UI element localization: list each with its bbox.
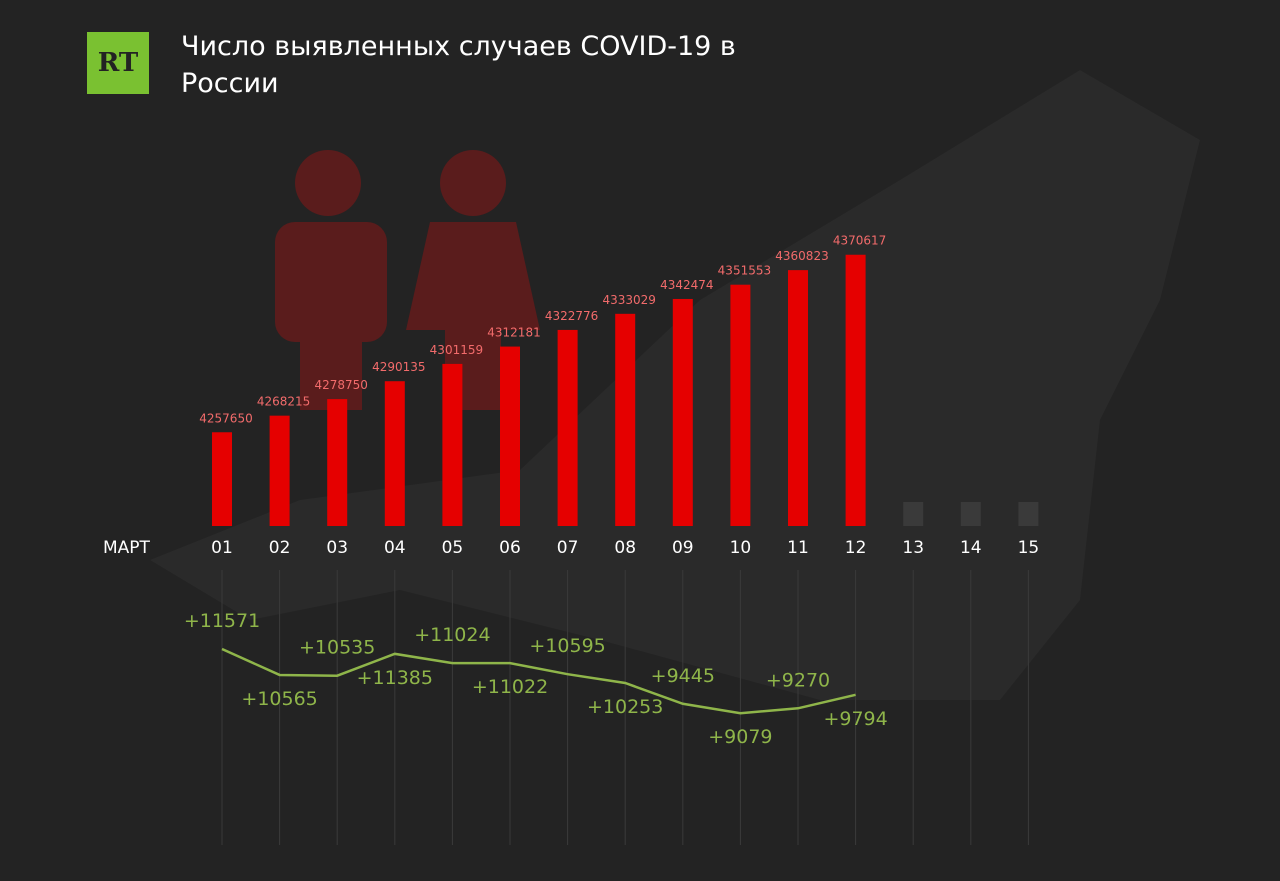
value-label: +10595: [529, 635, 605, 657]
bar: [730, 284, 751, 526]
x-tick-label: 11: [787, 538, 809, 558]
value-label: 4342474: [660, 278, 713, 292]
value-label: 4360823: [775, 249, 828, 263]
bar: [327, 399, 348, 526]
value-label: +11571: [184, 610, 260, 632]
value-label: 4278750: [314, 378, 367, 392]
value-label: 4322776: [545, 309, 598, 323]
x-tick-label: 05: [442, 538, 464, 558]
bar: [500, 346, 520, 526]
x-tick-label: 03: [326, 538, 348, 558]
x-tick-label: 15: [1018, 538, 1040, 558]
bar: [269, 415, 290, 526]
value-label: 4312181: [487, 326, 540, 340]
value-label: +11385: [357, 667, 433, 689]
x-tick-label: 14: [960, 538, 982, 558]
value-label: +10253: [587, 696, 663, 718]
value-label: 4370617: [833, 234, 886, 248]
x-tick-label: 13: [902, 538, 924, 558]
bar: [212, 432, 232, 526]
bar: [672, 298, 693, 526]
value-label: +10565: [241, 688, 317, 710]
logo: RT: [87, 32, 149, 94]
value-label: +10535: [299, 637, 375, 659]
x-tick-label: 12: [845, 538, 867, 558]
x-tick-label: 07: [557, 538, 579, 558]
x-tick-label: 08: [614, 538, 636, 558]
bar: [788, 270, 808, 526]
x-tick-label: 06: [499, 538, 521, 558]
x-axis-label: МАРТ: [103, 538, 151, 558]
x-tick-label: 10: [730, 538, 752, 558]
x-tick-label: 02: [269, 538, 291, 558]
bar: [384, 381, 405, 526]
line: [221, 647, 856, 715]
bar: [557, 329, 578, 526]
value-label: 4301159: [430, 343, 483, 357]
value-label: 4351553: [718, 264, 771, 278]
x-tick-label: 01: [211, 538, 233, 558]
value-label: +11022: [472, 676, 548, 698]
value-label: +9270: [766, 669, 830, 691]
placeholder-bar: [903, 502, 924, 526]
placeholder-bar: [960, 502, 981, 526]
value-label: +9445: [651, 665, 715, 687]
people-icons: [275, 150, 540, 410]
bar: [442, 363, 463, 526]
value-label: 4257650: [199, 411, 252, 425]
value-label: +9794: [823, 708, 887, 730]
value-label: 4290135: [372, 360, 425, 374]
x-tick-label: 04: [384, 538, 406, 558]
placeholder-bar: [1018, 502, 1039, 526]
value-label: +9079: [708, 726, 772, 748]
value-label: +11024: [414, 624, 490, 646]
bar: [615, 313, 636, 526]
x-tick-label: 09: [672, 538, 694, 558]
bar: [845, 254, 866, 526]
chart-title: Число выявленных случаев COVID-19 в Росс…: [181, 31, 736, 99]
value-label: 4333029: [602, 293, 655, 307]
value-label: 4268215: [257, 395, 310, 409]
